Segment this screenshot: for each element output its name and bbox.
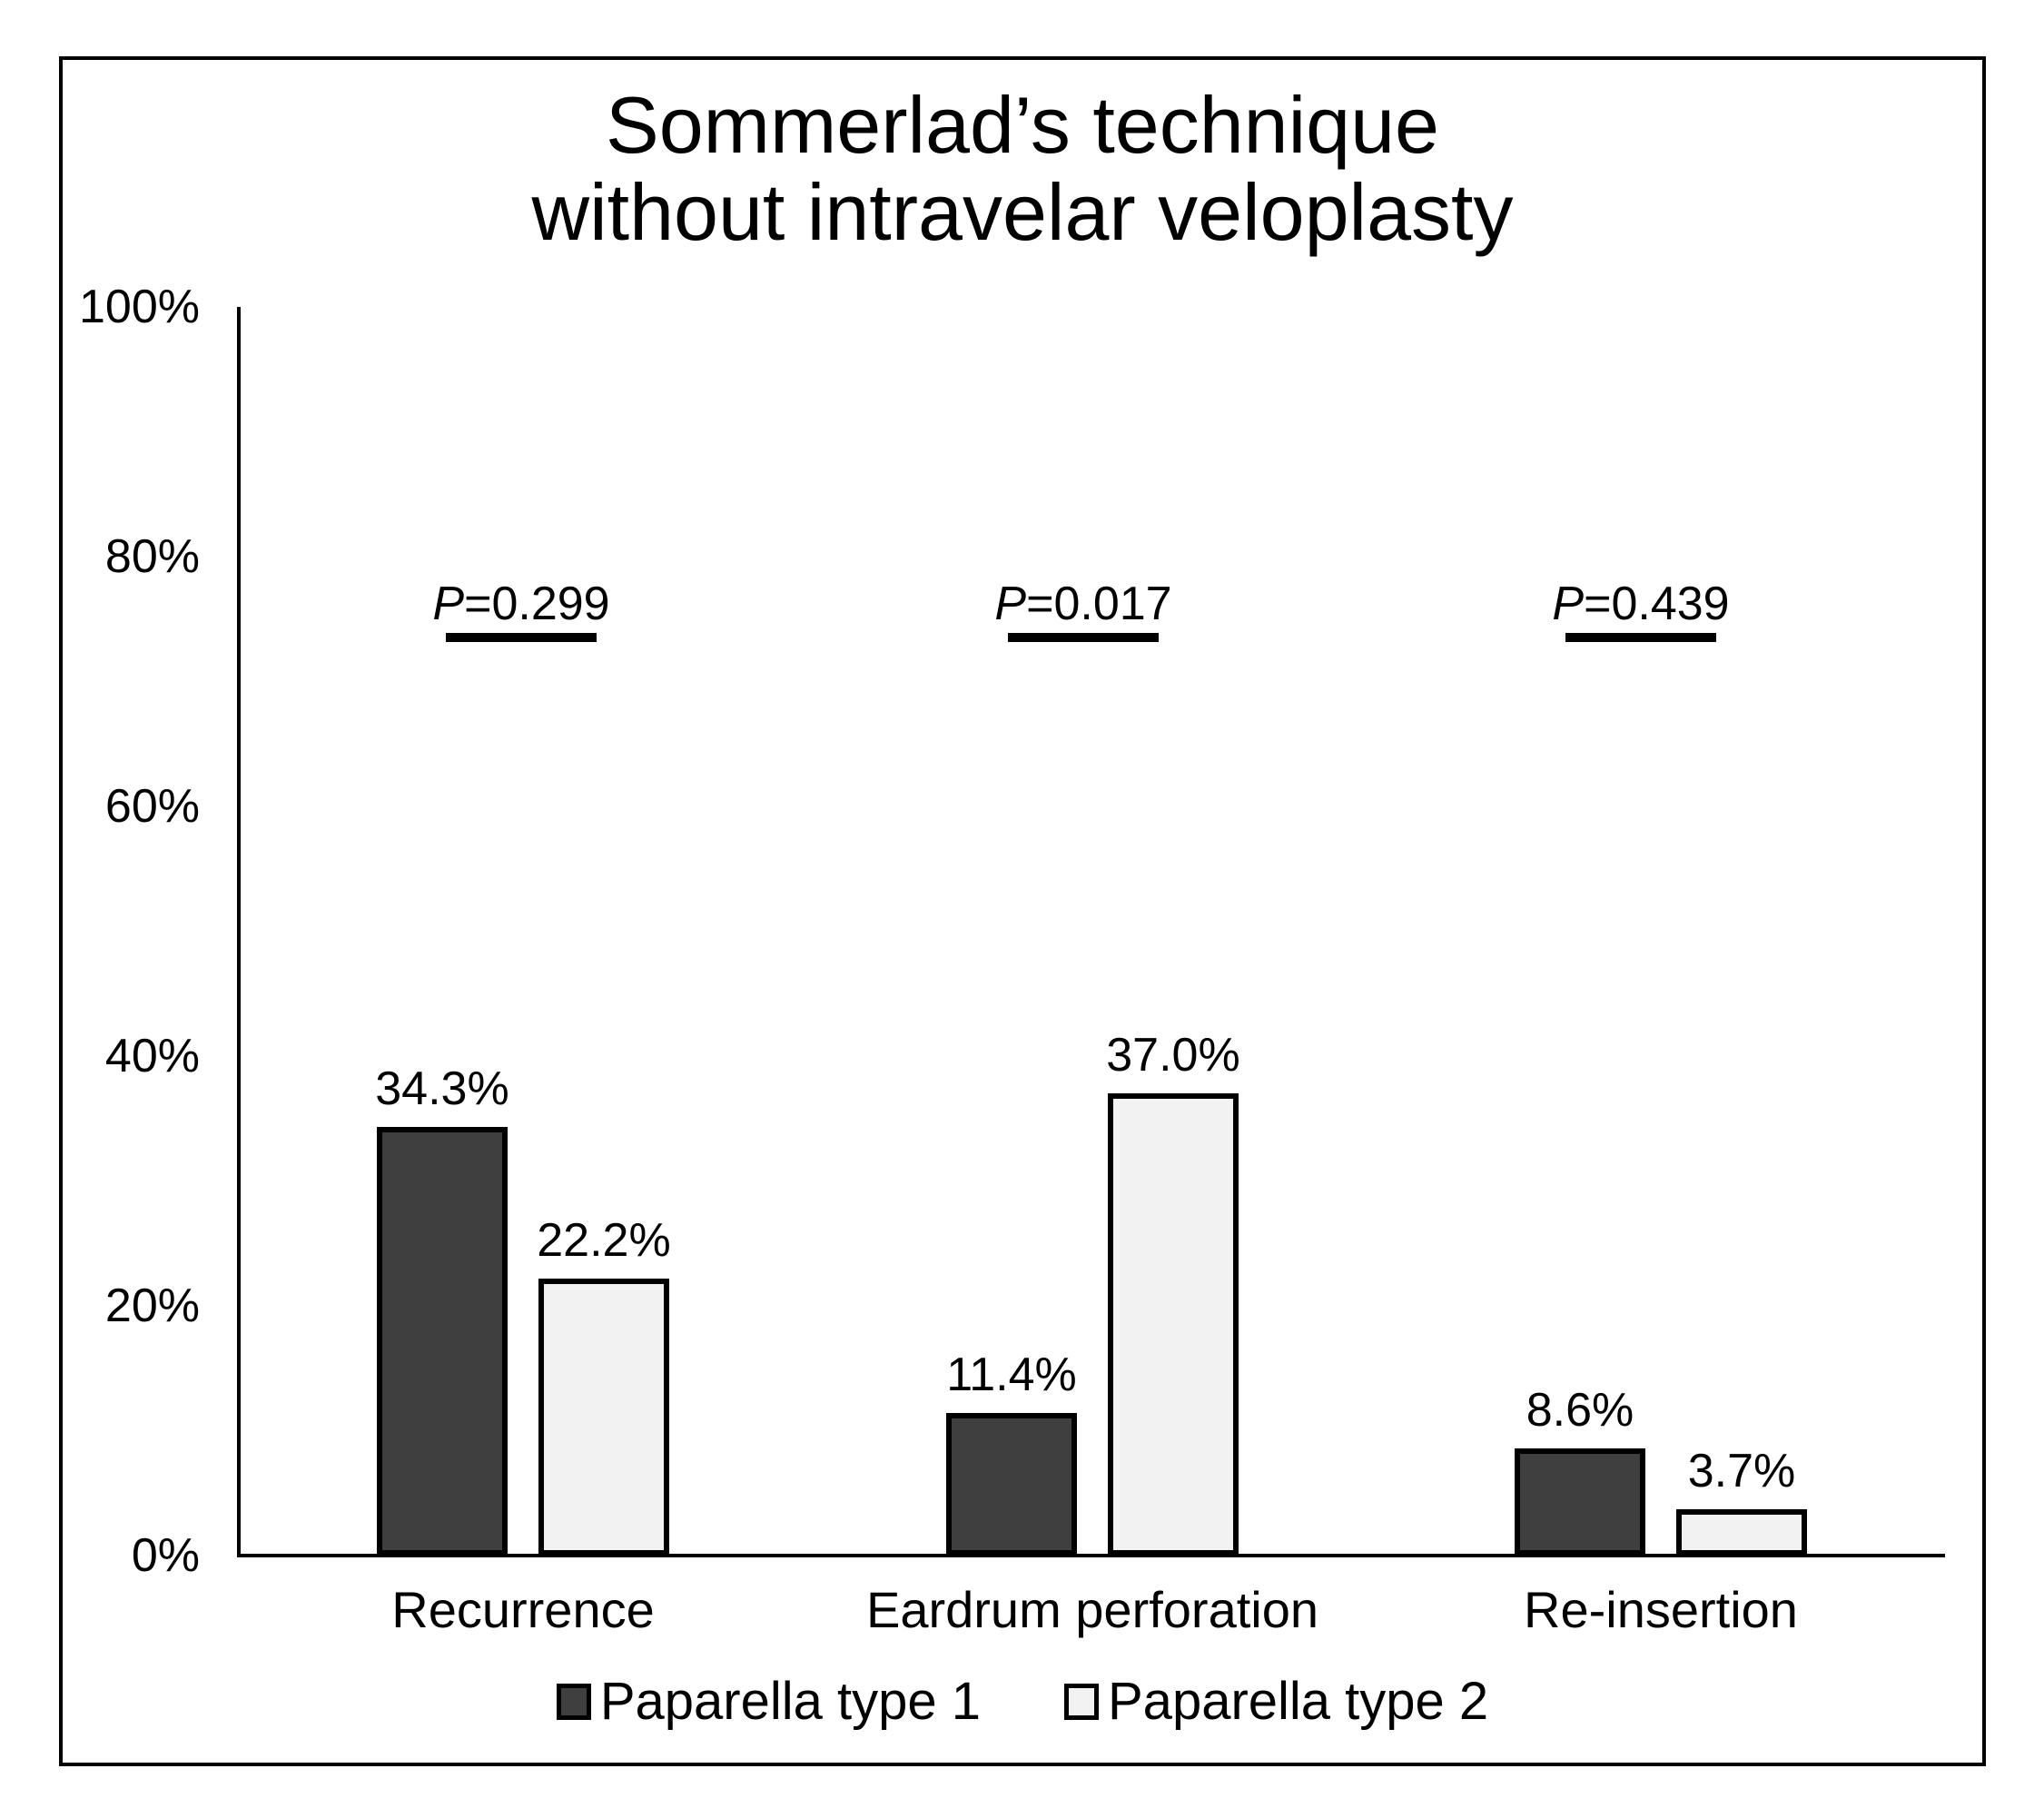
- p-value-text: =0.017: [1026, 578, 1172, 630]
- bar-paparella-type-1-1: [377, 1127, 508, 1556]
- bar-paparella-type-2-3: [1676, 1509, 1807, 1556]
- y-tick-label: 0%: [131, 1529, 200, 1582]
- bar-paparella-type-2-1: [538, 1279, 669, 1556]
- legend-swatch-paparella-type-2: [1064, 1684, 1099, 1720]
- category-label-recurrence: Recurrence: [391, 1581, 655, 1638]
- legend-swatch-paparella-type-1: [556, 1684, 591, 1720]
- bar-value-label: 3.7%: [1687, 1445, 1796, 1497]
- bar-value-label: 22.2%: [537, 1214, 671, 1267]
- legend: Paparella type 1 Paparella type 2: [59, 1669, 1986, 1734]
- p-symbol: P: [432, 578, 465, 630]
- legend-label-paparella-type-2: Paparella type 2: [1108, 1672, 1489, 1731]
- p-underline: [1008, 633, 1159, 642]
- chart-title: Sommerlad’s technique without intravelar…: [59, 82, 1986, 256]
- bar-paparella-type-1-3: [1515, 1448, 1645, 1556]
- bar-paparella-type-1-2: [946, 1413, 1077, 1556]
- y-tick-label: 80%: [104, 530, 200, 583]
- y-tick-label: 40%: [104, 1030, 200, 1082]
- y-tick-label: 60%: [104, 780, 200, 833]
- p-underline: [1565, 633, 1716, 642]
- p-symbol: P: [994, 578, 1027, 630]
- bar-value-label: 37.0%: [1106, 1029, 1240, 1082]
- legend-label-paparella-type-1: Paparella type 1: [599, 1672, 981, 1731]
- legend-item-paparella-type-2: Paparella type 2: [1064, 1673, 1488, 1731]
- p-value-text: =0.439: [1584, 578, 1730, 630]
- bar-paparella-type-2-2: [1108, 1093, 1239, 1556]
- bar-value-label: 8.6%: [1526, 1384, 1634, 1437]
- p-value-label: P=0.439: [1459, 576, 1822, 632]
- y-tick-label: 100%: [79, 281, 200, 333]
- bar-value-label: 11.4%: [946, 1349, 1077, 1401]
- bar-value-label: 34.3%: [375, 1062, 509, 1115]
- p-symbol: P: [1552, 578, 1585, 630]
- legend-item-paparella-type-1: Paparella type 1: [556, 1672, 981, 1731]
- category-label-eardrum-perforation: Eardrum perforation: [865, 1581, 1318, 1638]
- p-value-text: =0.299: [464, 578, 610, 630]
- y-axis-line: [237, 307, 241, 1557]
- chart-title-line-1: Sommerlad’s technique: [606, 80, 1439, 170]
- category-label-re-insertion: Re-insertion: [1524, 1581, 1798, 1638]
- chart-title-line-2: without intravelar veloplasty: [531, 167, 1514, 257]
- p-value-label: P=0.017: [902, 576, 1265, 632]
- p-value-label: P=0.299: [340, 576, 703, 632]
- x-axis-line: [237, 1554, 1945, 1557]
- p-underline: [446, 633, 597, 642]
- y-tick-label: 20%: [104, 1280, 200, 1332]
